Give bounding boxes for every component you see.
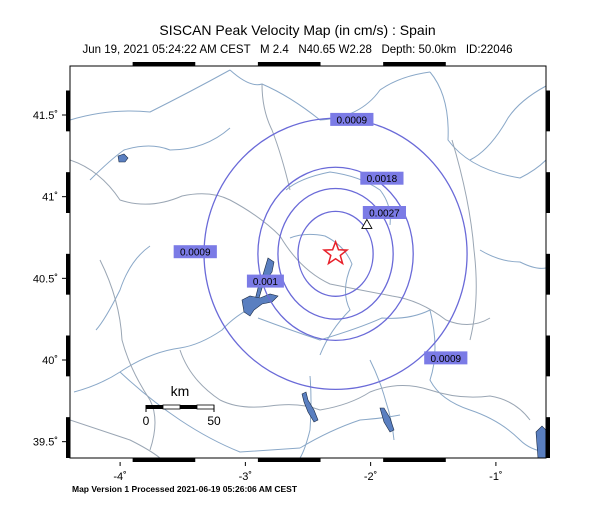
frame-bar [546,172,550,213]
frame-bar [546,90,550,132]
contour-label: 0.0027 [362,206,407,220]
star-icon [322,239,350,266]
velocity-contour [297,210,374,297]
velocity-contour [257,166,414,342]
scale-bar-end-label: 50 [207,414,221,428]
reservoir-shape [301,391,319,423]
border-line [261,83,291,191]
contour-label-text: 0.0009 [180,248,211,259]
river-line [89,127,231,181]
river-line [299,375,312,458]
border-line [179,349,531,421]
frame-bar [383,458,446,462]
contour-label-text: 0.001 [253,277,278,288]
contour-label-text: 0.0009 [430,354,461,365]
y-tick-label: 39.5˚ [33,437,58,449]
scale-bar-segment [162,404,181,410]
border-line [70,159,281,237]
frame-bar [257,62,321,66]
contour-label-text: 0.0018 [367,174,398,185]
frame-bar [66,253,70,295]
reservoir-shape [379,407,395,433]
frame-bar [66,417,70,458]
scale-bar-start-label: 0 [143,414,150,428]
scale-bar-segment [146,405,163,409]
contour-label-box [360,171,404,185]
event-info: Jun 19, 2021 05:24:22 AM CEST M 2.4 N40.… [82,44,513,56]
contour-label: 0.001 [246,274,284,288]
frame-bar [257,458,321,462]
border-line [99,259,156,451]
river-line [229,69,431,121]
x-tick-label: -2˚ [364,471,377,483]
frame-bar [546,335,550,377]
river-line [70,69,231,121]
processing-note: Map Version 1 Processed 2021-06-19 05:26… [72,484,298,494]
frame-bars [66,62,550,462]
frame-bar [546,253,550,295]
contour-label-text: 0.0009 [337,115,368,126]
scale-bar-segment [180,405,197,409]
reservoir-shape [535,425,546,458]
contours-layer [203,117,468,391]
contour-label-text: 0.0027 [369,209,400,220]
triangle-icon [361,218,373,229]
frame-bar [132,458,196,462]
scale-bar-segment [196,404,215,410]
frame-bar [383,62,446,66]
contour-label: 0.0009 [173,245,217,259]
contour-label-box [330,112,374,126]
frame-bar [66,90,70,132]
velocity-contour [277,187,394,320]
y-tick-label: 40˚ [42,355,58,367]
contour-label: 0.0009 [424,351,468,365]
contour-labels-layer: 0.0009 0.0009 0.0009 0.0018 0.0027 0.001 [173,112,468,365]
y-tick-label: 41˚ [42,192,58,204]
x-tick-label: -3˚ [239,471,252,483]
border-line [279,235,491,325]
x-tick-label: -4˚ [113,471,126,483]
contour-label-box [362,206,407,219]
reservoir-shape [117,153,129,163]
river-line [73,299,271,393]
frame-bar [132,62,196,66]
frame-bar [66,172,70,213]
frame-bar [66,335,70,377]
border-line [451,139,477,341]
scale-bar-title: km [171,383,190,399]
contour-label: 0.0018 [360,171,404,185]
contour-label-box [173,245,217,259]
y-tick-label: 41.5˚ [33,110,58,122]
river-line [429,71,546,179]
map-title: SISCAN Peak Velocity Map (in cm/s) : Spa… [159,22,436,38]
river-line [119,371,301,453]
river-line [289,233,353,356]
river-line [479,249,546,269]
contour-label: 0.0009 [330,112,374,126]
river-line [95,245,151,331]
river-line [257,309,431,341]
contour-label-box [424,351,468,365]
frame-bar [546,417,550,458]
ticks-layer: -4˚ -3˚ -2˚ -1˚ 41.5˚ 41˚ 40.5˚ 40˚ 39.5˚ [33,110,503,483]
border-line [70,419,161,458]
river-line [469,85,546,161]
markers-layer [322,218,373,266]
scale-bar: km 0 50 [143,383,221,428]
x-tick-label: -1˚ [489,471,502,483]
contour-label-box [246,274,284,288]
y-tick-label: 40.5˚ [33,273,58,285]
